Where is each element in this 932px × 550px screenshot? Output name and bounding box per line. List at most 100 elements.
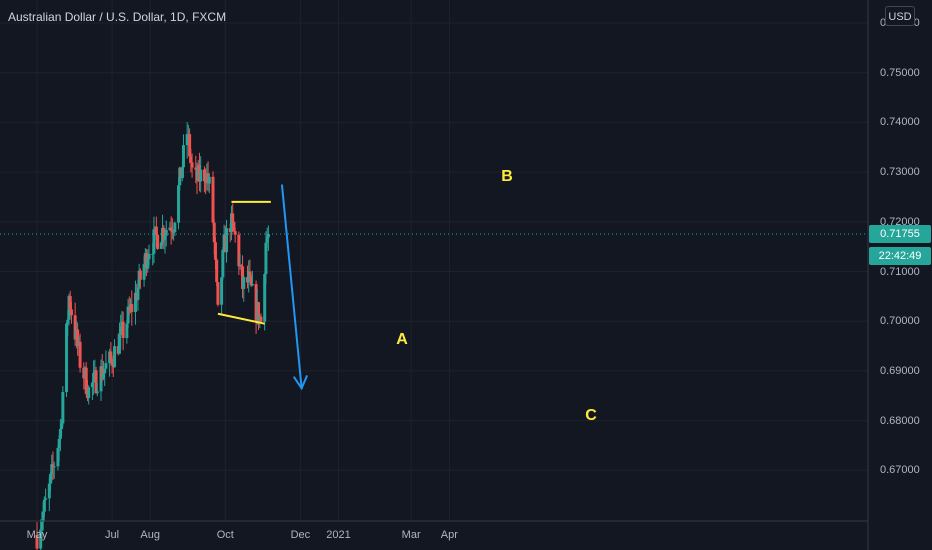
candle-body xyxy=(35,534,39,549)
currency-button[interactable]: USD xyxy=(885,6,915,26)
arrow-head xyxy=(292,375,309,391)
candle-body xyxy=(65,323,69,392)
candle-body xyxy=(163,235,167,240)
y-tick-label: 0.74000 xyxy=(880,116,920,129)
candle-body xyxy=(126,306,130,324)
candle-body xyxy=(92,372,96,383)
candle-body xyxy=(113,346,117,368)
candle-body xyxy=(147,253,151,260)
candle-body xyxy=(266,233,270,238)
candle-body xyxy=(78,341,82,368)
candle-body xyxy=(216,282,220,305)
candle-body xyxy=(237,234,241,267)
candle-body xyxy=(215,259,219,283)
candle-body xyxy=(194,167,198,170)
candle-body xyxy=(177,185,181,223)
x-tick-label: Aug xyxy=(140,529,161,541)
y-tick-label: 0.72000 xyxy=(880,215,920,228)
candle-body xyxy=(68,295,72,310)
grid xyxy=(0,0,868,521)
candle-body xyxy=(56,448,60,467)
x-tick-label: Jul xyxy=(105,529,120,541)
candle-body xyxy=(94,370,98,393)
candle-body xyxy=(41,511,45,522)
x-tick-label: Dec xyxy=(290,529,311,541)
candle-body xyxy=(51,464,55,468)
candle-body xyxy=(242,277,246,289)
candle-body xyxy=(202,169,206,182)
candle-body xyxy=(188,134,192,157)
candle-body xyxy=(247,271,251,283)
wave-label-c: C xyxy=(585,407,597,424)
candle-body xyxy=(110,359,114,366)
candle-body xyxy=(138,270,142,280)
candle-body xyxy=(84,367,88,394)
candle-body xyxy=(44,498,48,500)
candle-body xyxy=(100,366,104,379)
candle-body xyxy=(47,483,51,499)
candle-body xyxy=(130,304,134,312)
candle-body xyxy=(49,473,53,484)
candle-body xyxy=(133,292,137,312)
candle-body xyxy=(87,387,91,399)
candle-body xyxy=(248,271,252,276)
candle-body xyxy=(90,382,94,388)
candle-body xyxy=(76,329,80,347)
candle-body xyxy=(109,351,113,360)
candle-body xyxy=(232,222,236,232)
candle-body xyxy=(142,264,146,280)
candle-body xyxy=(39,529,43,549)
candle-body xyxy=(154,226,158,235)
candle-body xyxy=(169,227,173,232)
candle-body xyxy=(213,242,217,260)
trendline-a[interactable] xyxy=(217,312,265,325)
bar-countdown-label: 22:42:49 xyxy=(869,247,931,265)
candle-body xyxy=(159,242,163,249)
y-tick-label: 0.69000 xyxy=(880,364,920,377)
candle-body xyxy=(264,242,268,275)
candle-body xyxy=(185,134,189,146)
candle-body xyxy=(99,366,103,392)
candle-body xyxy=(173,222,177,233)
candle-body xyxy=(95,391,99,393)
arrow-c[interactable] xyxy=(280,184,309,391)
candle-body xyxy=(66,319,70,324)
candle-body xyxy=(207,176,211,184)
chart-title: Australian Dollar / U.S. Dollar, 1D, FXC… xyxy=(8,10,227,24)
x-tick-label: Apr xyxy=(440,529,458,541)
x-tick-label: Oct xyxy=(216,529,234,541)
y-tick-label: 0.68000 xyxy=(880,414,920,427)
candle-body xyxy=(212,222,216,243)
candle-body xyxy=(225,228,229,253)
candle-body xyxy=(151,253,155,255)
candle-body xyxy=(265,237,269,243)
candle-body xyxy=(156,234,160,249)
candle-body xyxy=(249,275,253,286)
candle-body xyxy=(69,309,73,316)
candle-body xyxy=(125,323,129,339)
candle-body xyxy=(101,373,105,379)
wave-label-a: A xyxy=(396,331,408,348)
candle-body xyxy=(117,334,121,354)
x-tick-label: May xyxy=(26,529,48,541)
candle-body xyxy=(257,302,261,324)
candle-body xyxy=(250,284,254,286)
last-price-label: 0.71755 xyxy=(869,225,931,243)
candle-body xyxy=(229,213,233,232)
candle-body xyxy=(40,521,44,530)
candle-body xyxy=(104,363,108,369)
candle-body xyxy=(52,466,56,468)
y-tick-label: 0.67000 xyxy=(880,464,920,477)
candle-body xyxy=(136,287,140,301)
drawings xyxy=(217,184,309,391)
candle-body xyxy=(164,229,168,236)
candle-body xyxy=(58,428,62,439)
candle-body xyxy=(220,277,224,305)
candle-body xyxy=(231,213,235,223)
candle-body xyxy=(170,231,174,233)
candle-body xyxy=(172,232,176,234)
candle-body xyxy=(73,315,77,340)
candle-body xyxy=(42,499,46,512)
candle-body xyxy=(57,438,61,449)
